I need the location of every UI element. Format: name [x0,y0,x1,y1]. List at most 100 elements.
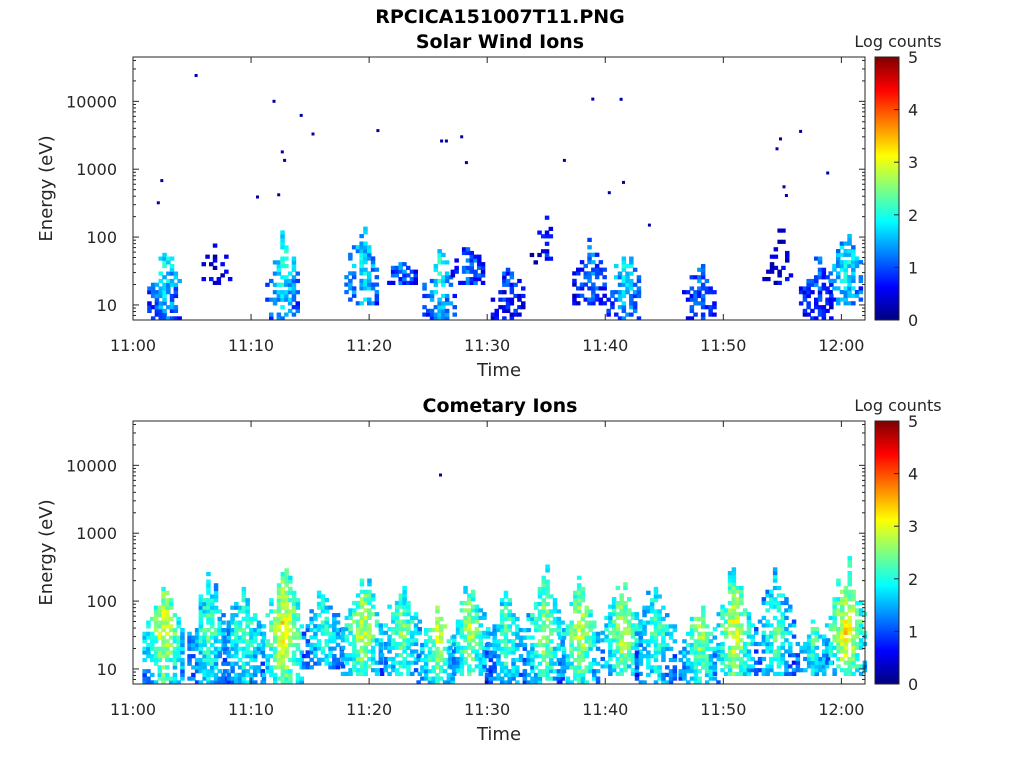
spectrogram-cell [367,664,372,669]
spectrogram-cell [391,641,396,647]
spectrogram-cell [394,630,400,635]
spectrogram-cell [746,641,752,647]
spectrogram-cell [198,669,204,674]
spectrogram-cell [212,265,218,270]
spectrogram-cell [441,282,446,287]
spectrogram-cell [374,660,380,665]
spectrogram-cell [217,631,222,636]
spectrogram-cell [410,630,415,635]
spectrogram-cell [701,657,706,663]
spectrogram-cell [619,656,624,662]
spectrogram-cell [245,605,250,610]
spectrogram-cell [604,638,609,643]
spectrogram-cell [402,619,407,624]
spectrogram-cell [701,605,706,610]
spectrogram-cell [594,263,600,269]
spectrogram-cell [351,293,357,298]
spectrogram-cell [180,665,185,670]
spectrogram-cell [556,628,562,633]
spectrogram-cell [780,645,785,650]
spectrogram-cell [288,586,293,592]
spectrogram-cell [477,273,482,278]
spectrogram-cell [161,613,166,618]
spectrogram-cell [533,654,539,659]
spectrogram-cell [847,582,852,587]
spectrogram-cell [724,619,729,624]
spectrogram-cell [367,634,372,639]
spectrogram-cell [701,613,706,618]
spectrogram-cell [344,656,350,662]
spectrogram-cell [427,680,433,685]
spectrogram-cell [552,601,558,607]
spectrogram-cell [746,656,752,662]
spectrogram-cell [621,308,627,313]
spectrogram-cell [439,631,444,636]
spectrogram-cell [335,631,341,636]
spectrogram-cell [503,642,509,648]
spectrogram-cell [591,267,596,272]
spectrogram-cell [335,620,341,625]
spectrogram-cell [157,609,163,614]
spectrogram-cell [625,264,630,269]
spectrogram-cell [367,597,372,602]
spectrogram-cell [621,256,627,261]
spectrogram-cell [858,600,864,606]
spectrogram-cell [533,642,539,648]
spectrogram-cell [237,628,243,633]
spectrogram-cell [595,680,601,685]
spectrogram-cell [556,657,562,663]
spectrogram-cell [537,628,543,633]
spectrogram-cell [810,619,816,624]
spectrogram-cell [198,657,204,663]
spectrogram-cell [591,282,596,287]
spectrogram-cell [295,613,301,618]
spectrogram-cell [316,624,322,629]
spectrogram-cell [324,639,329,644]
spectrogram-cell [398,660,404,665]
spectrogram-cell [371,638,376,643]
spectrogram-cell [549,613,554,618]
spectrogram-cell [142,631,147,636]
spectrogram-cell [552,620,558,625]
spectrogram-cell [795,660,801,665]
spectrogram-cell [332,665,337,670]
spectrogram-cell [836,275,841,280]
spectrogram-cell [693,680,699,685]
spectrogram-cell [630,656,636,662]
spectrogram-cell [446,639,452,644]
spectrogram-cell [470,604,476,609]
spectrogram-cell [754,668,759,673]
spectrogram-cell [363,649,368,654]
spectrogram-cell [352,634,357,639]
spectrogram-cell [463,615,468,620]
spectrogram-cell [621,301,627,306]
spectrogram-cell [828,653,834,658]
spectrogram-cell [858,671,864,676]
spectrogram-cell [627,619,632,624]
spectrogram-cell [561,665,567,670]
spectrogram-cell [367,245,372,250]
spectrogram-cell [619,638,624,643]
spectrogram-cell [638,661,644,666]
spectrogram-cell [515,680,520,685]
spectrogram-cell [665,665,670,670]
spectrogram-cell [478,660,483,665]
spectrogram-cell [320,657,326,662]
spectrogram-cell [634,627,639,632]
spectrogram-cell [332,613,337,618]
spectrogram-cell [351,286,357,291]
spectrogram-cell [772,653,778,658]
spectrogram-cell [202,650,207,655]
spectrogram-cell [621,293,627,299]
spectrogram-cell [693,290,698,295]
spectrogram-cell [359,582,365,587]
spectrogram-cell [569,642,574,648]
spectrogram-cell [627,623,632,628]
spectrogram-cell [686,657,691,663]
spectrogram-cell [437,252,442,257]
spectrogram-cell [499,680,505,685]
spectrogram-cell [693,639,699,644]
spectrogram-cell [273,646,278,651]
spectrogram-cell [847,556,852,561]
spectrogram-cell [623,608,628,613]
